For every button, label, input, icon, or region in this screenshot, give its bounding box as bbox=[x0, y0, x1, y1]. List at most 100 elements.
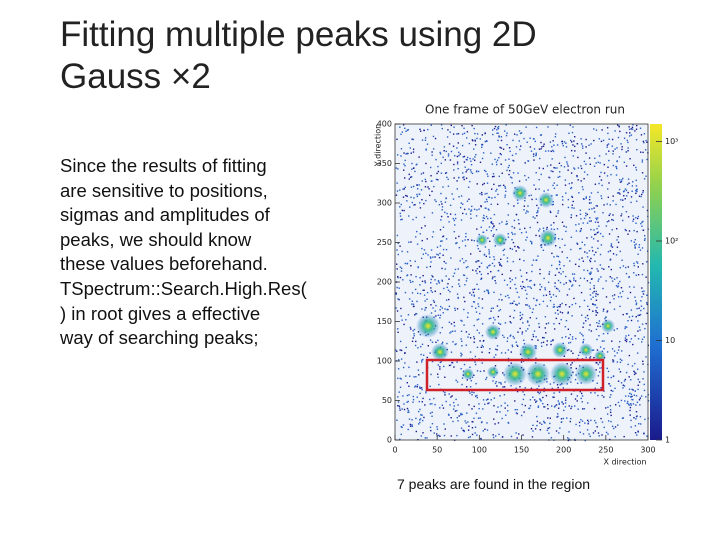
noise-dot bbox=[601, 129, 603, 131]
noise-dot bbox=[515, 412, 518, 414]
noise-dot bbox=[483, 214, 485, 217]
noise-dot bbox=[557, 212, 559, 214]
noise-dot bbox=[470, 379, 472, 382]
noise-dot bbox=[432, 256, 434, 258]
noise-dot bbox=[415, 164, 418, 166]
body-line: Since the results of fitting bbox=[60, 155, 267, 176]
noise-dot bbox=[447, 185, 450, 187]
noise-dot bbox=[422, 372, 424, 374]
noise-dot bbox=[578, 258, 581, 261]
noise-dot bbox=[630, 404, 632, 406]
noise-dot bbox=[553, 228, 555, 231]
noise-dot bbox=[514, 400, 516, 402]
noise-dot bbox=[437, 376, 439, 378]
noise-dot bbox=[464, 420, 466, 422]
noise-dot bbox=[500, 153, 503, 156]
noise-dot bbox=[597, 221, 599, 224]
noise-dot bbox=[568, 288, 571, 290]
noise-dot bbox=[477, 260, 480, 262]
noise-dot bbox=[499, 411, 501, 413]
noise-dot bbox=[485, 229, 488, 231]
noise-dot bbox=[511, 154, 514, 157]
noise-dot bbox=[570, 186, 573, 189]
noise-dot bbox=[573, 140, 575, 142]
noise-dot bbox=[481, 334, 484, 337]
noise-dot bbox=[411, 300, 413, 302]
noise-dot bbox=[444, 308, 446, 310]
noise-dot bbox=[587, 305, 589, 308]
noise-dot bbox=[472, 139, 474, 142]
noise-dot bbox=[531, 243, 533, 245]
noise-dot bbox=[510, 269, 512, 272]
noise-dot bbox=[430, 261, 432, 263]
noise-dot bbox=[540, 243, 543, 246]
body-line: peaks, we should know bbox=[60, 228, 252, 250]
noise-dot bbox=[531, 198, 533, 201]
noise-dot bbox=[637, 215, 640, 218]
colorbar bbox=[650, 124, 662, 440]
noise-dot bbox=[557, 238, 560, 240]
noise-dot bbox=[411, 162, 413, 165]
noise-dot bbox=[585, 356, 587, 359]
noise-dot bbox=[455, 343, 457, 345]
noise-dot bbox=[562, 387, 565, 389]
noise-dot bbox=[461, 125, 463, 127]
noise-dot bbox=[458, 155, 460, 157]
noise-dot bbox=[498, 298, 500, 301]
noise-dot bbox=[475, 311, 478, 313]
noise-dot bbox=[598, 278, 600, 280]
noise-dot bbox=[473, 288, 476, 290]
noise-dot bbox=[542, 396, 544, 399]
noise-dot bbox=[486, 173, 488, 175]
noise-dot bbox=[625, 272, 628, 275]
noise-dot bbox=[440, 215, 443, 218]
noise-dot bbox=[440, 172, 443, 174]
noise-dot bbox=[422, 432, 424, 434]
noise-dot bbox=[601, 421, 604, 423]
noise-dot bbox=[629, 392, 631, 395]
noise-dot bbox=[497, 406, 499, 408]
noise-dot bbox=[505, 190, 507, 193]
noise-dot bbox=[588, 433, 590, 435]
noise-dot bbox=[439, 435, 441, 437]
noise-dot bbox=[529, 405, 532, 407]
noise-dot bbox=[420, 189, 423, 191]
noise-dot bbox=[531, 436, 534, 438]
noise-dot bbox=[518, 296, 520, 298]
noise-dot bbox=[479, 312, 481, 315]
noise-dot bbox=[597, 247, 599, 250]
noise-dot bbox=[448, 221, 450, 223]
noise-dot bbox=[533, 297, 535, 300]
noise-dot bbox=[613, 308, 616, 310]
noise-dot bbox=[570, 172, 573, 174]
noise-dot bbox=[476, 137, 478, 140]
noise-dot bbox=[489, 392, 491, 394]
noise-dot bbox=[478, 297, 480, 299]
noise-dot bbox=[642, 191, 644, 194]
noise-dot bbox=[519, 285, 522, 288]
noise-dot bbox=[619, 193, 621, 195]
noise-dot bbox=[579, 213, 582, 216]
noise-dot bbox=[632, 215, 634, 217]
noise-dot bbox=[554, 274, 557, 276]
noise-dot bbox=[562, 403, 564, 405]
noise-dot bbox=[627, 216, 630, 218]
noise-dot bbox=[633, 164, 635, 167]
y-tick-label: 100 bbox=[377, 357, 392, 366]
noise-dot bbox=[609, 409, 612, 411]
noise-dot bbox=[441, 326, 443, 329]
noise-dot bbox=[530, 387, 533, 390]
noise-dot bbox=[583, 299, 586, 302]
noise-dot bbox=[519, 148, 521, 151]
noise-dot bbox=[504, 185, 506, 188]
noise-dot bbox=[643, 178, 646, 180]
noise-dot bbox=[476, 209, 478, 211]
noise-dot bbox=[487, 175, 489, 177]
noise-dot bbox=[425, 162, 427, 165]
noise-dot bbox=[565, 319, 568, 322]
noise-dot bbox=[635, 404, 637, 406]
noise-dot bbox=[438, 256, 441, 259]
noise-dot bbox=[535, 234, 537, 237]
noise-dot bbox=[622, 313, 624, 316]
noise-dot bbox=[469, 169, 472, 171]
